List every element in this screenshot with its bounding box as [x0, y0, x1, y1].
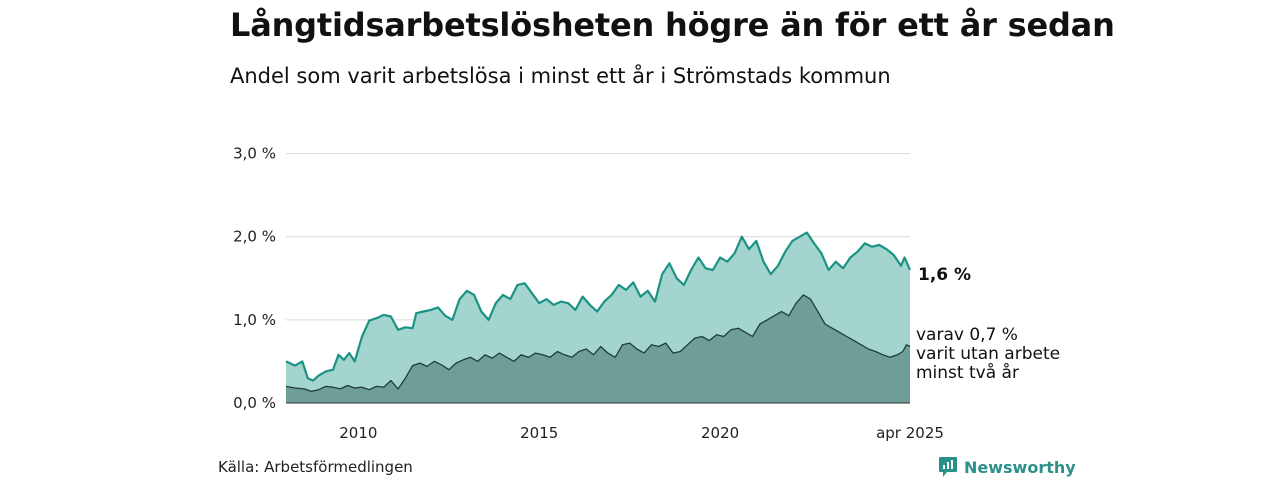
very-long-term-area: [286, 294, 910, 403]
brand-name: Newsworthy: [964, 457, 1076, 477]
axis-layer: 0,0 % 1,0 % 2,0 % 3,0 % 2010 2015 2020 apr 2025: [233, 145, 944, 442]
x-tick-label-1: 2015: [520, 424, 558, 442]
very-long-term-line: [285, 294, 911, 393]
brand-logo[interactable]: Newsworthy: [938, 456, 1076, 478]
sub-series-label-line-3: minst två år: [916, 362, 1019, 383]
y-tick-label-0: 0,0 %: [233, 394, 276, 412]
chart-title: Långtidsarbetslösheten högre än för ett …: [230, 6, 1115, 44]
sub-series-label-line-1: varav 0,7 %: [916, 325, 1018, 345]
newsworthy-logo-icon: [939, 457, 957, 477]
end-value-label: 1,6 %: [918, 265, 971, 285]
y-tick-label-1: 1,0 %: [233, 311, 276, 329]
y-tick-label-2: 2,0 %: [233, 228, 276, 246]
long-term-line: [285, 231, 912, 382]
x-tick-label-2: 2020: [701, 424, 739, 442]
x-tick-label-3: apr 2025: [876, 424, 944, 442]
y-tick-label-3: 3,0 %: [233, 145, 276, 163]
source-note: Källa: Arbetsförmedlingen: [218, 458, 413, 476]
x-tick-label-0: 2010: [339, 424, 377, 442]
sub-series-label-line-2: varit utan arbete: [916, 344, 1060, 364]
chart-subtitle: Andel som varit arbetslösa i minst ett å…: [230, 64, 891, 88]
series-layer: [285, 231, 912, 403]
